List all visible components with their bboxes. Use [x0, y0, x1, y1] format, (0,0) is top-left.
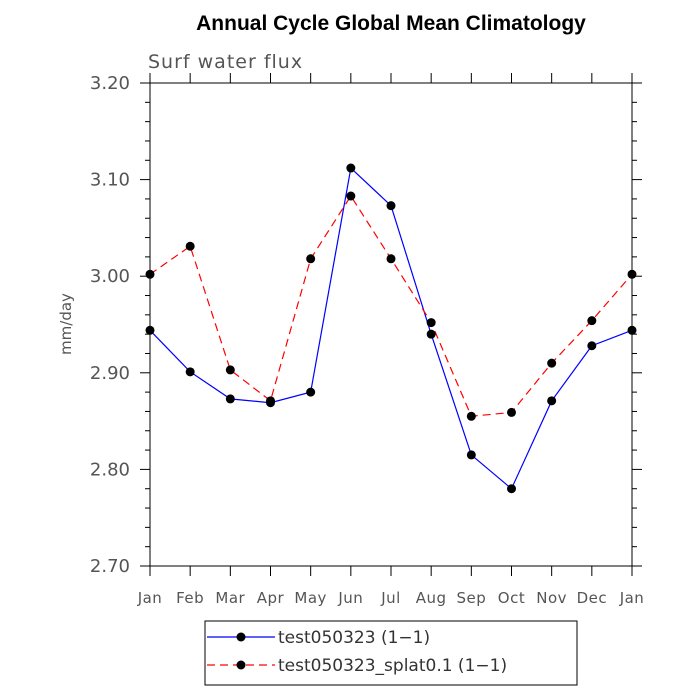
series-lines [149, 166, 633, 490]
series-markers [145, 163, 637, 494]
series-1-point [507, 484, 516, 494]
series-2-point [587, 316, 597, 326]
x-tick-label: Jun [337, 589, 363, 607]
series-2-point [386, 254, 396, 264]
legend-marker-series-1 [236, 632, 246, 642]
series-2-point [627, 269, 637, 279]
legend-label-series-1: test050323 (1−1) [278, 628, 430, 648]
chart-subtitle: Surf water flux [148, 51, 303, 73]
y-tick-label: 3.10 [90, 170, 130, 191]
x-tick-label: Jan [619, 589, 645, 607]
y-axis-label: mm/day [57, 293, 75, 355]
series-1-point [306, 387, 316, 397]
series-2-point [466, 411, 476, 421]
series-1-point [587, 341, 597, 351]
series-2-point [306, 254, 316, 264]
series-2-point [547, 358, 557, 368]
x-tick-label: Oct [498, 589, 525, 607]
legend-label-series-2: test050323_splat0.1 (1−1) [278, 656, 507, 676]
legend-box [204, 620, 578, 686]
y-tick-label: 2.70 [90, 556, 130, 577]
x-tick-label: Jul [380, 589, 401, 607]
series-1-point [185, 367, 195, 377]
series-1-point [386, 201, 396, 211]
series-2-point [145, 269, 155, 279]
series-2-point [426, 318, 436, 328]
series-1-point [466, 450, 476, 460]
y-tick-label: 3.00 [90, 266, 130, 287]
y-major-ticks: 2.70 2.80 2.90 3.00 3.10 3.20 [90, 73, 642, 577]
legend: test050323 (1−1) test050323_splat0.1 (1−… [204, 620, 578, 686]
y-tick-label: 2.80 [90, 459, 130, 480]
x-ticks: Jan Feb Mar Apr May Jun Jul Aug Sep Oct Nov Dec Jan [137, 73, 645, 607]
series-line-1 [149, 166, 633, 490]
chart-title: Annual Cycle Global Mean Climatology [196, 12, 586, 35]
series-2-point [266, 396, 275, 406]
series-1-point [346, 163, 356, 173]
series-2-point [185, 241, 195, 251]
series-1-point [426, 329, 436, 339]
series-1-point [145, 325, 155, 335]
x-tick-label: Aug [416, 589, 447, 607]
x-tick-label: Nov [536, 589, 567, 607]
x-tick-label: Mar [215, 589, 245, 607]
series-2-point [225, 365, 235, 375]
y-minor-ticks [145, 101, 637, 548]
x-tick-label: May [294, 589, 327, 607]
series-1-point [547, 396, 557, 406]
series-1-point [225, 394, 235, 404]
legend-marker-series-2 [236, 660, 246, 670]
x-tick-label: Feb [176, 589, 204, 607]
series-2-point [346, 191, 356, 201]
series-1-point [627, 325, 637, 335]
series-2-point [507, 407, 516, 417]
series-line-2 [149, 194, 633, 417]
x-tick-label: Apr [257, 589, 285, 607]
y-tick-label: 3.20 [90, 73, 130, 94]
x-tick-label: Sep [456, 589, 486, 607]
plot-frame [149, 82, 633, 567]
x-tick-label: Jan [137, 589, 163, 607]
y-tick-label: 2.90 [90, 363, 130, 384]
x-tick-label: Dec [577, 589, 608, 607]
